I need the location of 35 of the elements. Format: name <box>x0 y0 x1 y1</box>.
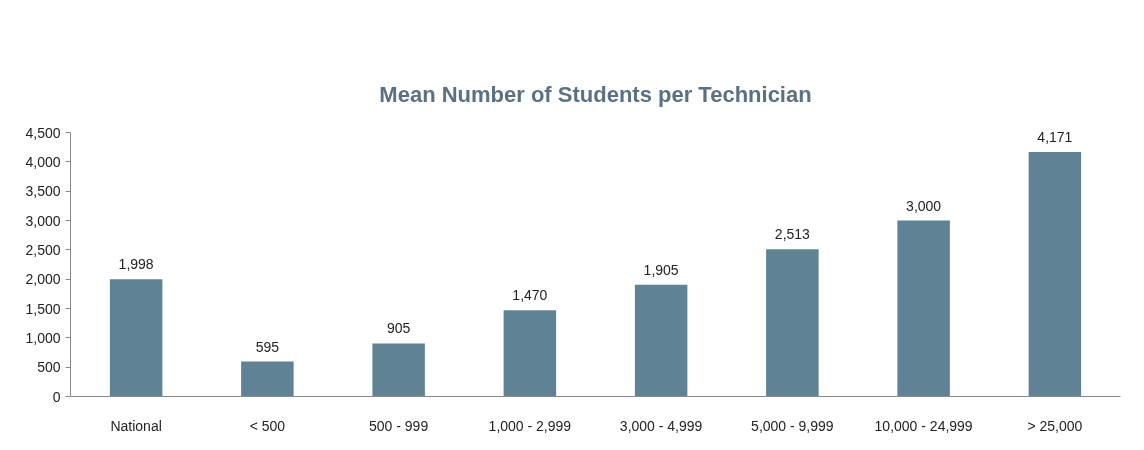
bar <box>897 220 950 397</box>
y-tick-label: 4,500 <box>25 124 61 141</box>
x-tick-label: 1,000 - 2,999 <box>488 417 572 434</box>
y-tick-label: 0 <box>52 388 61 405</box>
y-tick-label: 500 <box>37 359 61 376</box>
x-tick-label: 5,000 - 9,999 <box>751 417 834 434</box>
x-tick-label: < 500 <box>249 417 286 434</box>
chart-title: Mean Number of Students per Technician <box>379 81 812 107</box>
y-tick-label: 1,500 <box>25 300 61 317</box>
bar <box>634 284 688 397</box>
bar <box>109 279 163 397</box>
bar <box>1028 151 1082 397</box>
bar <box>766 249 819 397</box>
data-label: 1,470 <box>512 287 548 304</box>
data-label: 2,513 <box>774 226 811 243</box>
bar <box>241 361 294 397</box>
data-label: 1,998 <box>118 256 154 273</box>
data-label: 905 <box>386 320 411 337</box>
y-tick-label: 3,000 <box>25 212 61 229</box>
data-label: 1,905 <box>643 261 679 278</box>
data-label: 4,171 <box>1037 128 1073 145</box>
x-tick-label: 3,000 - 4,999 <box>619 417 703 434</box>
bar <box>503 310 557 397</box>
y-tick-label: 2,000 <box>25 271 61 288</box>
data-label: 595 <box>255 338 280 355</box>
bar <box>372 343 425 397</box>
x-tick-label: 500 - 999 <box>369 417 429 434</box>
y-tick-label: 2,500 <box>25 241 61 258</box>
x-tick-label: National <box>110 417 162 434</box>
data-label: 3,000 <box>906 197 942 214</box>
x-tick-label: 10,000 - 24,999 <box>874 417 973 434</box>
y-tick-label: 3,500 <box>25 183 61 200</box>
y-tick-label: 4,000 <box>25 153 61 170</box>
x-tick-label: > 25,000 <box>1027 417 1083 434</box>
y-tick-label: 1,000 <box>25 329 61 346</box>
